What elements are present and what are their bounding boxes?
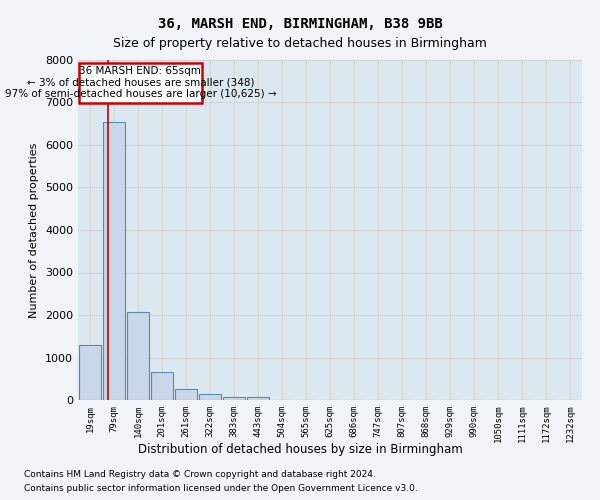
Text: 97% of semi-detached houses are larger (10,625) →: 97% of semi-detached houses are larger (… [5,90,276,100]
Text: Contains public sector information licensed under the Open Government Licence v3: Contains public sector information licen… [24,484,418,493]
Bar [127,312,149,400]
Bar [79,345,101,400]
FancyBboxPatch shape [79,63,202,104]
Bar [151,372,173,400]
Bar [199,394,221,400]
Bar [223,396,245,400]
Text: Distribution of detached houses by size in Birmingham: Distribution of detached houses by size … [137,442,463,456]
Text: 36, MARSH END, BIRMINGHAM, B38 9BB: 36, MARSH END, BIRMINGHAM, B38 9BB [158,18,442,32]
Bar [247,396,269,400]
Bar [103,122,125,400]
Text: Size of property relative to detached houses in Birmingham: Size of property relative to detached ho… [113,38,487,51]
Text: ← 3% of detached houses are smaller (348): ← 3% of detached houses are smaller (348… [26,78,254,88]
Y-axis label: Number of detached properties: Number of detached properties [29,142,40,318]
Text: 36 MARSH END: 65sqm: 36 MARSH END: 65sqm [79,66,202,76]
Text: Contains HM Land Registry data © Crown copyright and database right 2024.: Contains HM Land Registry data © Crown c… [24,470,376,479]
Bar [175,390,197,400]
